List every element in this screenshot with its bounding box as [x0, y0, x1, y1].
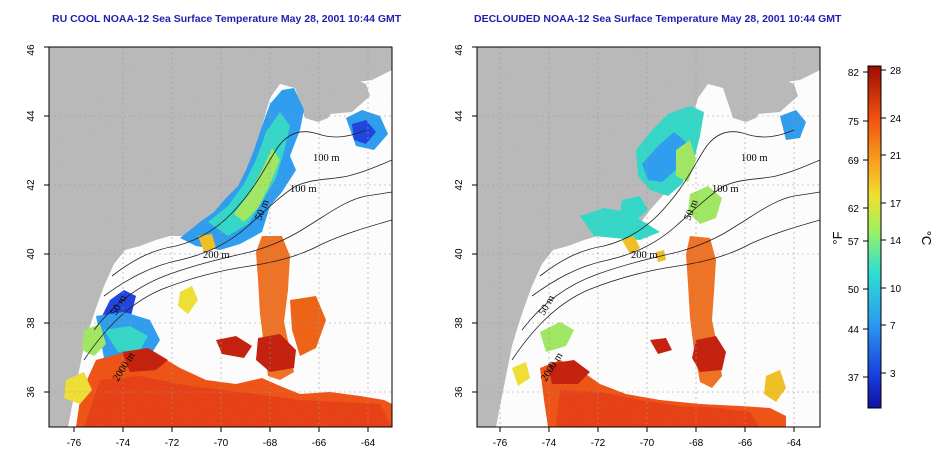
x-tick-label: -64 [361, 438, 376, 449]
y-tick-label: 42 [26, 179, 37, 191]
x-tick-label: -72 [591, 438, 606, 449]
right-map-title: DECLOUDED NOAA-12 Sea Surface Temperatur… [474, 13, 842, 25]
colorbar-c-tick: 24 [890, 114, 902, 125]
colorbar-c-tick: 21 [890, 151, 902, 162]
left-map-title: RU COOL NOAA-12 Sea Surface Temperature … [52, 13, 402, 25]
x-tick-label: -72 [165, 438, 180, 449]
x-tick-label: -64 [787, 438, 802, 449]
y-tick-label: 40 [454, 248, 465, 260]
colorbar-f-tick: 57 [848, 237, 860, 248]
svg-text:100 m: 100 m [741, 153, 768, 164]
colorbar-c-tick: 28 [890, 66, 902, 77]
colorbar-c-tick: 14 [890, 236, 902, 247]
left-gridlines [49, 47, 392, 427]
x-tick-label: -74 [116, 438, 131, 449]
right-bathymetry-contours [511, 129, 820, 361]
right-x-axis: -76 -74 -72 -70 -68 -66 -64 [493, 427, 802, 449]
colorbar-f-tick: 75 [848, 117, 860, 128]
x-tick-label: -70 [640, 438, 655, 449]
colorbar-f-tick: 82 [848, 68, 860, 79]
colorbar-f-tick: 44 [848, 325, 860, 336]
y-tick-label: 46 [26, 44, 37, 56]
x-tick-label: -76 [493, 438, 508, 449]
colorbar-f-tick: 50 [848, 285, 860, 296]
x-tick-label: -76 [67, 438, 82, 449]
right-gridlines [477, 47, 820, 427]
y-tick-label: 38 [26, 317, 37, 329]
y-tick-label: 46 [454, 44, 465, 56]
y-tick-label: 40 [26, 248, 37, 260]
colorbar-c-tick: 10 [890, 284, 902, 295]
right-map-frame [476, 46, 821, 428]
x-tick-label: -74 [542, 438, 557, 449]
x-tick-label: -68 [689, 438, 704, 449]
x-tick-label: -66 [312, 438, 327, 449]
y-tick-label: 44 [454, 110, 465, 122]
y-tick-label: 44 [26, 110, 37, 122]
right-map-panel: DECLOUDED NOAA-12 Sea Surface Temperatur… [474, 13, 842, 428]
colorbar-c-tick: 3 [890, 369, 896, 380]
y-tick-label: 42 [454, 179, 465, 191]
y-tick-label: 36 [26, 386, 37, 398]
x-tick-label: -66 [738, 438, 753, 449]
svg-text:100 m: 100 m [313, 153, 340, 164]
left-y-axis: 36 38 40 42 44 46 [26, 44, 49, 398]
right-y-axis: 36 38 40 42 44 46 [454, 44, 477, 398]
left-x-axis: -76 -74 -72 -70 -68 -66 -64 [67, 427, 376, 449]
colorbar-celsius-label: °C [919, 231, 934, 246]
colorbar-f-tick: 62 [848, 204, 860, 215]
colorbar-c-tick: 7 [890, 321, 896, 332]
colorbar-f-tick: 37 [848, 373, 860, 384]
svg-text:200 m: 200 m [631, 250, 658, 261]
svg-text:100 m: 100 m [290, 184, 317, 195]
left-map-panel: RU COOL NOAA-12 Sea Surface Temperature … [48, 13, 402, 428]
y-tick-label: 36 [454, 386, 465, 398]
colorbar-f-tick: 69 [848, 156, 860, 167]
colorbar-c-tick: 17 [890, 199, 902, 210]
x-tick-label: -70 [214, 438, 229, 449]
svg-text:200 m: 200 m [203, 250, 230, 261]
colorbar-fahrenheit-label: °F [830, 231, 845, 244]
colorbar: 82 75 69 62 57 50 44 37 28 24 21 17 14 1… [830, 65, 934, 409]
svg-text:100 m: 100 m [712, 184, 739, 195]
y-tick-label: 38 [454, 317, 465, 329]
left-bathymetry-contours [83, 129, 392, 361]
x-tick-label: -68 [263, 438, 278, 449]
colorbar-gradient [867, 65, 882, 409]
